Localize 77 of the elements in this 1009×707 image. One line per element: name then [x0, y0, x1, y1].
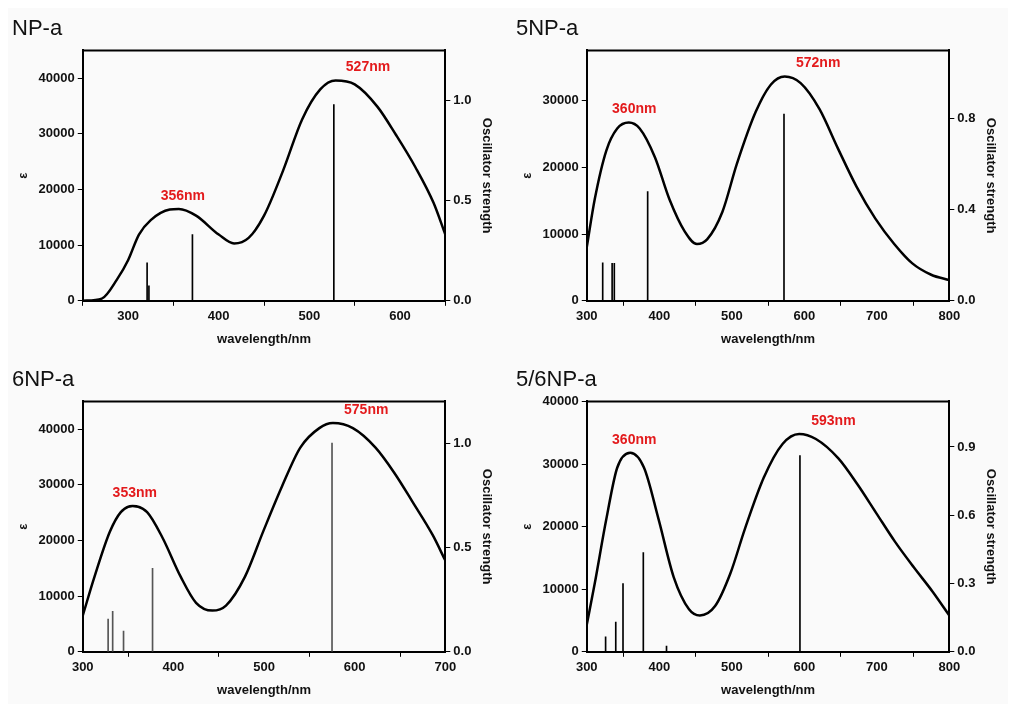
y-tick-label: 0 — [571, 643, 579, 659]
y-tick-label: 40000 — [542, 392, 579, 408]
x-tick-label: 700 — [434, 659, 457, 675]
y2-axis-title: Oscillator strength — [479, 468, 495, 585]
x-tick-label: 400 — [648, 308, 671, 324]
y-tick-label: 10000 — [38, 587, 75, 603]
y2-axis-title: Oscillator strength — [983, 468, 999, 585]
y-tick-label: 0 — [67, 292, 75, 308]
x-axis-title: wavelength/nm — [720, 681, 815, 697]
annotation: 527nm — [345, 58, 391, 75]
x-tick-label: 500 — [298, 308, 321, 324]
x-tick-label: 400 — [648, 659, 671, 675]
y-axis-title: ε — [15, 523, 31, 530]
y2-tick-label: 0.0 — [957, 643, 976, 659]
y-tick-label: 20000 — [38, 532, 75, 548]
y2-tick-label: 0.5 — [453, 539, 472, 555]
y2-axis-title: Oscillator strength — [479, 117, 495, 234]
annotation: 360nm — [612, 100, 657, 117]
x-tick-label: 700 — [865, 308, 888, 324]
y2-axis-title: Oscillator strength — [983, 117, 999, 234]
x-tick-label: 300 — [575, 659, 598, 675]
x-tick-label: 500 — [720, 308, 743, 324]
y2-tick-label: 0.9 — [957, 438, 976, 454]
y-tick-label: 10000 — [542, 225, 579, 241]
x-tick-label: 400 — [162, 659, 185, 675]
y-tick-label: 20000 — [38, 181, 75, 197]
x-tick-label: 500 — [720, 659, 743, 675]
y-tick-label: 0 — [67, 643, 75, 659]
y2-tick-label: 1.0 — [453, 434, 472, 450]
y-tick-label: 40000 — [38, 69, 75, 85]
x-tick-label: 300 — [71, 659, 94, 675]
y-tick-label: 40000 — [38, 420, 75, 436]
y2-tick-label: 1.0 — [453, 92, 472, 108]
x-tick-label: 300 — [117, 308, 139, 324]
x-axis-title: wavelength/nm — [720, 330, 815, 346]
y2-tick-label: 0.0 — [453, 643, 472, 659]
y2-tick-label: 0.6 — [957, 506, 976, 522]
x-tick-label: 300 — [575, 308, 598, 324]
y-tick-label: 0 — [571, 292, 579, 308]
x-tick-label: 400 — [207, 308, 230, 324]
y2-tick-label: 0.0 — [453, 292, 472, 308]
chart-title: 6NP-a — [12, 366, 76, 392]
annotation: 356nm — [160, 186, 206, 203]
y2-tick-label: 0.3 — [957, 575, 976, 591]
y-tick-label: 30000 — [542, 455, 579, 471]
y-tick-label: 10000 — [38, 236, 75, 252]
annotation: 353nm — [112, 483, 157, 500]
annotation: 575nm — [344, 400, 389, 417]
x-tick-label: 600 — [793, 659, 816, 675]
y2-tick-label: 0.8 — [957, 110, 976, 126]
y-axis-title: ε — [519, 172, 535, 179]
y-tick-label: 10000 — [542, 580, 579, 596]
y-axis-title: ε — [15, 172, 31, 179]
y-tick-label: 20000 — [542, 518, 579, 534]
x-tick-label: 500 — [253, 659, 275, 675]
chart-title: 5/6NP-a — [516, 366, 598, 392]
y-axis-title: ε — [519, 523, 535, 530]
y-tick-label: 30000 — [542, 92, 579, 108]
x-tick-label: 600 — [389, 308, 411, 324]
chart-title: 5NP-a — [516, 15, 580, 41]
y2-tick-label: 0.4 — [957, 201, 977, 217]
x-tick-label: 700 — [865, 659, 888, 675]
x-axis-title: wavelength/nm — [216, 330, 311, 346]
x-tick-label: 600 — [793, 308, 816, 324]
annotation: 572nm — [795, 54, 841, 71]
x-tick-label: 600 — [343, 659, 366, 675]
y2-tick-label: 0.5 — [453, 192, 472, 208]
y-tick-label: 30000 — [38, 125, 75, 141]
annotation: 593nm — [811, 411, 856, 428]
y-tick-label: 30000 — [38, 476, 75, 492]
chart-title: NP-a — [12, 15, 63, 41]
y-tick-label: 20000 — [542, 158, 579, 174]
x-axis-title: wavelength/nm — [216, 681, 311, 697]
x-tick-label: 800 — [938, 659, 961, 675]
y2-tick-label: 0.0 — [957, 292, 976, 308]
x-tick-label: 800 — [938, 308, 961, 324]
annotation: 360nm — [612, 430, 657, 447]
